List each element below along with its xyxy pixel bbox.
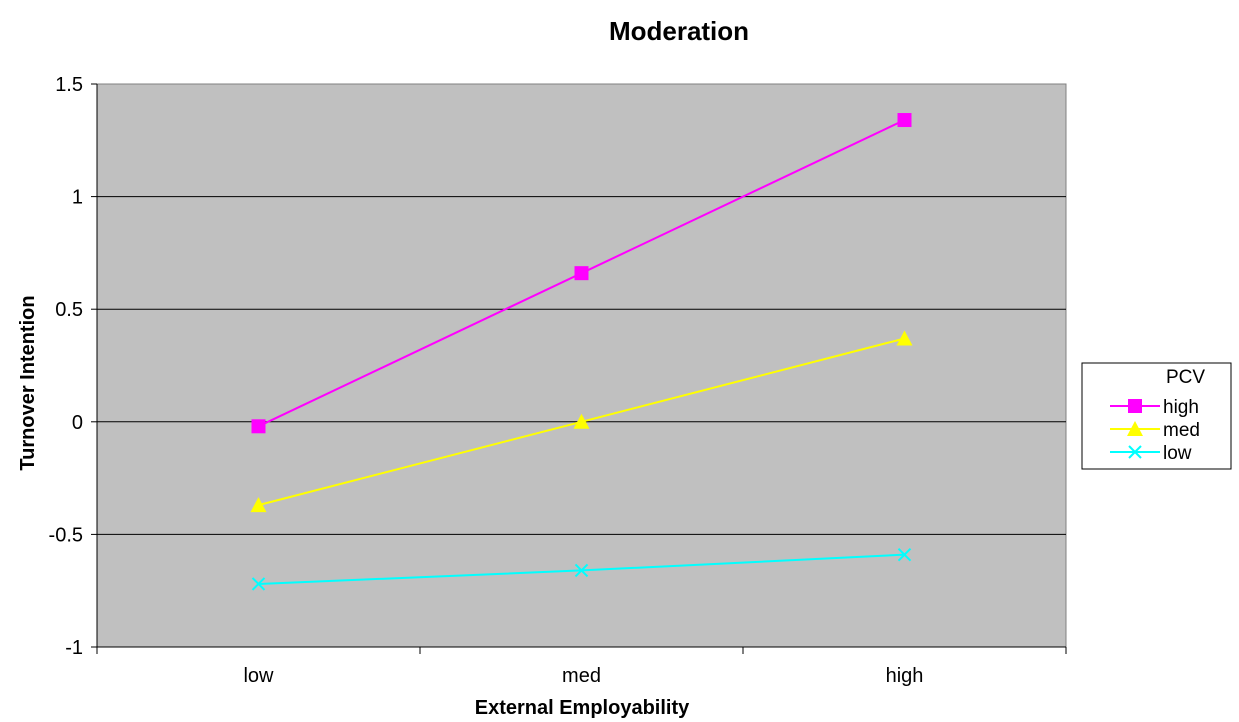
y-tick-labels: -1 -0.5 0 0.5 1 1.5 — [49, 74, 83, 659]
y-tick-label: -1 — [65, 637, 83, 659]
legend-title: PCV — [1166, 367, 1205, 388]
series-group — [250, 113, 913, 591]
y-tick-label: -0.5 — [49, 524, 83, 546]
legend-item-high: high — [1110, 397, 1199, 418]
x-axis-title: External Employability — [475, 697, 690, 719]
plot-area — [96, 83, 1067, 648]
y-tick-label: 1 — [72, 187, 83, 209]
legend-label: low — [1163, 443, 1192, 464]
y-tick-label: 0 — [72, 412, 83, 434]
series-high — [251, 113, 912, 434]
legend-box — [1081, 362, 1232, 470]
data-point-med — [250, 497, 267, 513]
legend-marker — [1127, 421, 1143, 436]
x-tick-labels: low med high — [243, 665, 923, 687]
legend-item-low: low — [1110, 443, 1192, 464]
series-low — [251, 547, 912, 591]
x-tick-label: med — [562, 665, 601, 687]
data-point-med — [896, 330, 913, 346]
legend-label: med — [1163, 420, 1200, 441]
data-point-low — [251, 577, 266, 591]
legend-marker — [1128, 399, 1142, 413]
data-point-high — [251, 419, 266, 434]
data-point-med — [573, 413, 590, 429]
legend-marker — [1128, 445, 1142, 459]
y-tick-label: 1.5 — [55, 74, 83, 96]
data-point-low — [574, 563, 589, 578]
x-tick-label: low — [243, 665, 274, 687]
y-tick-label: 0.5 — [55, 299, 83, 321]
data-point-low — [897, 547, 912, 562]
y-axis-title: Turnover Intention — [17, 295, 39, 470]
x-tick-label: high — [886, 665, 924, 687]
legend-item-med: med — [1110, 420, 1200, 441]
legend-label: high — [1163, 397, 1199, 418]
data-point-high — [574, 266, 589, 281]
data-point-high — [897, 113, 912, 128]
axes — [91, 83, 1067, 654]
series-med — [250, 330, 913, 513]
chart-title: Moderation — [609, 16, 749, 46]
